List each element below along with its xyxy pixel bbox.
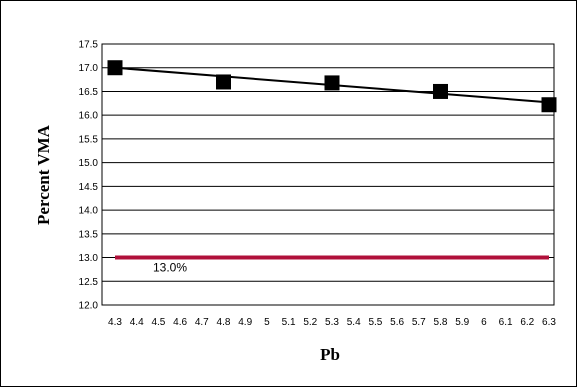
x-tick-label: 6.1 (499, 317, 513, 328)
x-tick-label: 5.4 (347, 317, 361, 328)
y-tick-label: 17.0 (79, 63, 99, 74)
y-tick-label: 15.0 (79, 158, 99, 169)
y-tick-label: 12.0 (79, 301, 99, 312)
x-tick-label: 6 (481, 317, 487, 328)
data-markers (107, 60, 557, 113)
x-tick-label: 5.8 (434, 317, 448, 328)
data-point-marker (433, 83, 448, 99)
x-tick-label: 4.7 (195, 317, 209, 328)
x-tick-label: 4.8 (217, 317, 231, 328)
x-tick-label: 4.4 (130, 317, 144, 328)
data-point-marker (541, 97, 557, 113)
y-tick-labels: 12.0 12.5 13.0 13.5 14.0 14.5 15.0 15.5 16.0 16.5… (79, 40, 99, 312)
y-tick-label: 13.5 (79, 229, 99, 240)
y-tick-label: 16.5 (79, 87, 99, 98)
x-tick-label: 6.2 (520, 317, 534, 328)
x-axis-title: Pb (320, 345, 340, 364)
x-tick-label: 5.5 (368, 317, 382, 328)
y-axis-title: Percent VMA (34, 124, 53, 225)
x-tick-label: 4.6 (173, 317, 187, 328)
data-point-marker (107, 60, 123, 76)
y-tick-label: 13.0 (79, 253, 99, 264)
x-tick-label: 5.6 (390, 317, 404, 328)
plot-area-border (101, 43, 555, 306)
reference-line-group: 13.0% (115, 255, 549, 275)
y-tick-label: 15.5 (79, 134, 99, 145)
x-tick-label: 5.9 (455, 317, 469, 328)
x-tick-label: 5 (264, 317, 270, 328)
y-tick-label: 14.0 (79, 206, 99, 217)
x-tick-label: 4.3 (108, 317, 122, 328)
y-tick-label: 16.0 (79, 111, 99, 122)
x-tick-label: 5.1 (282, 317, 296, 328)
x-tick-labels: 4.3 4.4 4.5 4.6 4.7 4.8 4.9 5 5.1 5.2 5.3 5.4 5.5 5.6… (108, 317, 556, 328)
data-point-marker (324, 75, 340, 91)
x-tick-label: 4.9 (238, 317, 252, 328)
x-tick-label: 5.7 (412, 317, 426, 328)
y-tick-label: 12.5 (79, 277, 99, 288)
data-point-marker (216, 74, 231, 90)
reference-line-label: 13.0% (153, 261, 187, 275)
x-tick-label: 4.5 (151, 317, 165, 328)
y-tick-label: 14.5 (79, 182, 99, 193)
y-tick-label: 17.5 (79, 40, 99, 51)
x-tick-label: 5.2 (303, 317, 317, 328)
x-tick-label: 6.3 (542, 317, 556, 328)
x-tick-label: 5.3 (325, 317, 339, 328)
